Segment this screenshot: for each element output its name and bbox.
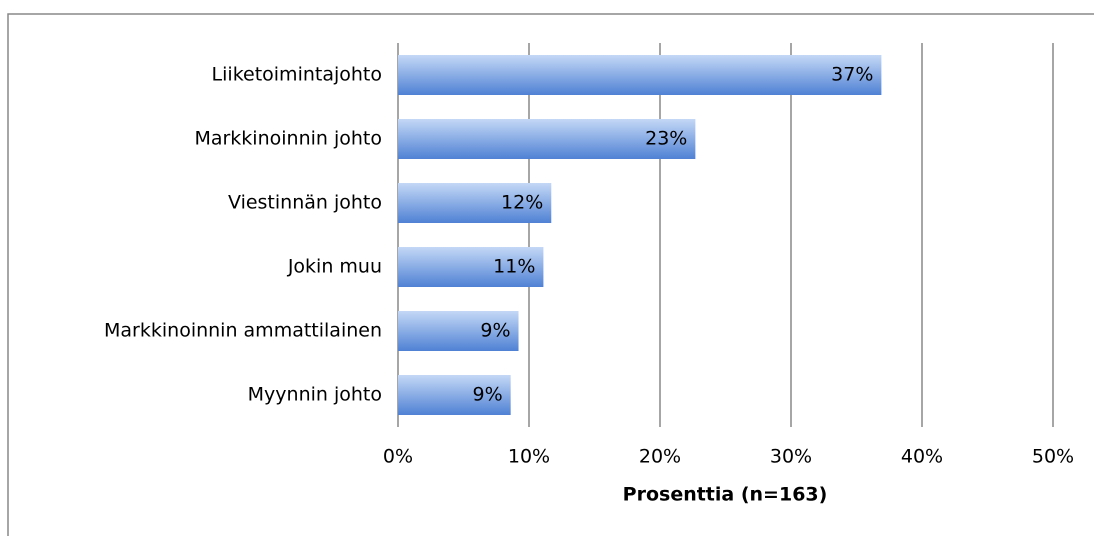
y-tick-label: Myynnin johto xyxy=(248,384,382,406)
bar xyxy=(398,311,519,351)
data-label: 9% xyxy=(473,384,503,406)
x-tick-label: 0% xyxy=(383,446,413,468)
data-label: 37% xyxy=(831,64,873,86)
y-tick-label: Jokin muu xyxy=(287,256,382,278)
bar xyxy=(398,247,544,287)
x-axis-title: Prosenttia (n=163) xyxy=(623,484,828,506)
data-label: 9% xyxy=(480,320,510,342)
bar xyxy=(398,55,882,95)
data-label: 23% xyxy=(645,128,687,150)
data-label: 11% xyxy=(493,256,535,278)
y-tick-label: Viestinnän johto xyxy=(228,192,382,214)
x-tick-label: 40% xyxy=(901,446,943,468)
x-tick-label: 50% xyxy=(1032,446,1074,468)
y-tick-label: Markkinoinnin johto xyxy=(194,128,382,150)
x-tick-label: 30% xyxy=(770,446,812,468)
bar xyxy=(398,183,552,223)
y-tick-label: Liiketoimintajohto xyxy=(212,64,382,86)
chart-frame xyxy=(7,13,1094,536)
x-tick-label: 10% xyxy=(508,446,550,468)
bar xyxy=(398,119,696,159)
data-label: 12% xyxy=(501,192,543,214)
y-tick-label: Markkinoinnin ammattilainen xyxy=(104,320,382,342)
x-tick-label: 20% xyxy=(639,446,681,468)
bar xyxy=(398,375,511,415)
